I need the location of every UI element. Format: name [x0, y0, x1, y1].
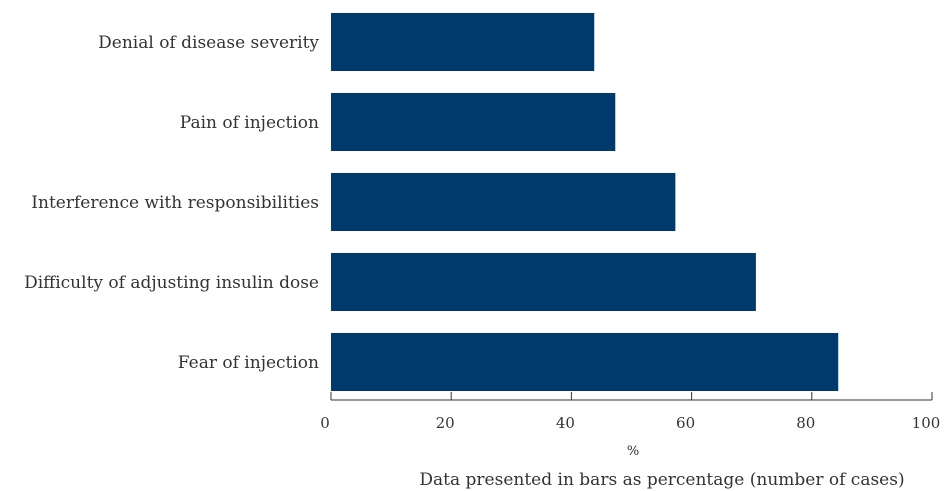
bar	[331, 13, 595, 71]
x-axis-label: %	[627, 444, 639, 459]
chart-note: Data presented in bars as percentage (nu…	[419, 470, 904, 490]
bar	[331, 333, 839, 391]
x-tick-label: 40	[556, 414, 575, 432]
x-tick-label: 100	[912, 414, 941, 432]
x-ticks: 0 20 40 60 80 100	[320, 392, 940, 432]
category-label: Fear of injection	[178, 353, 319, 373]
category-label: Denial of disease severity	[98, 33, 319, 53]
bar	[331, 253, 756, 311]
bar	[331, 173, 676, 231]
bar	[331, 93, 616, 151]
category-label: Pain of injection	[180, 113, 319, 133]
x-tick-label: 0	[320, 414, 330, 432]
category-label: Difficulty of adjusting insulin dose	[24, 273, 319, 293]
category-label: Interference with responsibilities	[31, 193, 319, 213]
bars-group	[331, 13, 839, 391]
x-tick-label: 80	[796, 414, 815, 432]
x-tick-label: 60	[676, 414, 695, 432]
x-tick-label: 20	[436, 414, 455, 432]
category-labels: Denial of disease severity Pain of inject…	[24, 33, 319, 373]
